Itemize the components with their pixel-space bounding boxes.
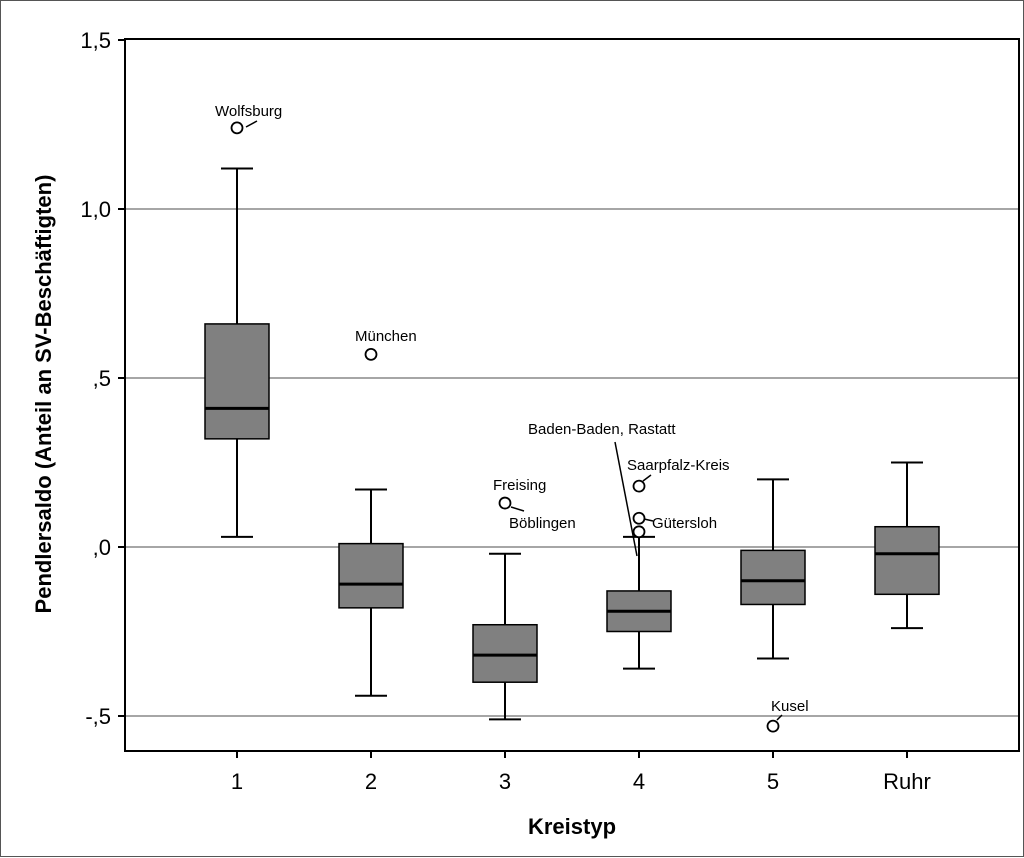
outlier-marker [632, 525, 646, 539]
outlier-marker [766, 719, 780, 733]
y-tick-label: 1,0 [80, 197, 111, 222]
x-tick-label: Ruhr [883, 769, 931, 794]
outlier-saarpfalz-kreis: Saarpfalz-Kreis [627, 457, 730, 493]
y-axis-title: Pendlersaldo (Anteil an SV-Beschäftigten… [31, 175, 56, 614]
box-3 [472, 552, 538, 721]
x-tick-label: 2 [365, 769, 377, 794]
outlier-marker [230, 121, 244, 135]
outlier-freising: Freising [493, 477, 546, 510]
box-1 [204, 167, 270, 538]
outlier-label: Baden-Baden, Rastatt [528, 421, 676, 438]
iqr-box [472, 623, 538, 683]
outlier-b-blingen: Böblingen [509, 506, 576, 532]
outlier-wolfsburg: Wolfsburg [215, 103, 282, 135]
box-Ruhr [874, 461, 940, 630]
box-2 [338, 488, 404, 697]
outlier-label: Freising [493, 477, 546, 494]
grid-lines [125, 208, 1019, 717]
outlier-label: München [355, 328, 417, 345]
outlier-marker [364, 347, 378, 361]
y-tick-label: ,5 [93, 366, 111, 391]
plot-border [124, 38, 1020, 752]
outlier-label: Saarpfalz-Kreis [627, 457, 730, 474]
outlier-baden-baden-rastatt: Baden-Baden, Rastatt [528, 421, 676, 557]
axes: 1,5 1,0 ,5 ,0 -,5 1 2 3 4 5 Ruhr [80, 28, 1020, 794]
x-tick-label: 3 [499, 769, 511, 794]
box-series [204, 167, 940, 721]
outlier-leader [776, 714, 783, 721]
outlier-label: Böblingen [509, 515, 576, 532]
outlier-leader [614, 441, 638, 557]
iqr-box [874, 525, 940, 596]
outlier-label: Wolfsburg [215, 103, 282, 120]
x-tick-label: 4 [633, 769, 645, 794]
outlier-marker [632, 511, 646, 525]
outlier-marker [632, 479, 646, 493]
outlier-g-tersloh: Gütersloh [632, 511, 717, 532]
box-4 [606, 535, 672, 670]
outlier-leader [245, 120, 258, 128]
outlier-leader [643, 518, 654, 522]
x-axis-title: Kreistyp [528, 814, 616, 839]
outlier-leader [510, 506, 525, 512]
outlier-marker [498, 496, 512, 510]
iqr-box [740, 549, 806, 606]
iqr-box [204, 323, 270, 440]
x-tick-label: 1 [231, 769, 243, 794]
x-tick-label: 5 [767, 769, 779, 794]
outlier-leader [642, 474, 652, 482]
iqr-box [338, 542, 404, 609]
outlier-label: Gütersloh [652, 515, 717, 532]
outlier-kusel: Kusel [766, 698, 809, 733]
outlier-m-nchen: München [355, 328, 417, 361]
outlier-points: Wolfsburg München Freising Böblingen Saarpfa… [215, 103, 809, 733]
outlier-label: Kusel [771, 698, 809, 715]
box-5 [740, 478, 806, 660]
y-tick-label: ,0 [93, 535, 111, 560]
y-tick-label: 1,5 [80, 28, 111, 53]
y-tick-label: -,5 [85, 704, 111, 729]
